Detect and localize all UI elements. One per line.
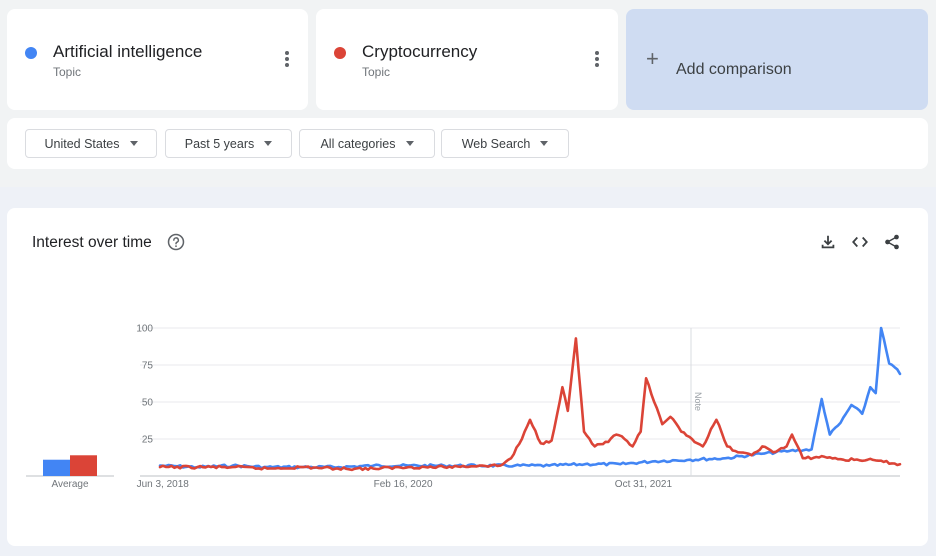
note-annotation[interactable]: Note: [693, 392, 703, 411]
term-name: Artificial intelligence: [53, 42, 203, 61]
filter-time-range[interactable]: Past 5 years: [165, 129, 292, 158]
filter-search-type[interactable]: Web Search: [441, 129, 569, 158]
filter-region-label: United States: [44, 136, 120, 151]
y-axis-labels: 100 75 50 25: [136, 324, 153, 446]
filter-bar: United States Past 5 years All categorie…: [7, 118, 928, 169]
y-tick-label: 50: [142, 398, 154, 409]
x-tick-label: Oct 31, 2021: [615, 479, 673, 490]
series-line-cryptocurrency[interactable]: [158, 337, 902, 472]
y-tick-label: 75: [142, 361, 154, 372]
filter-search-type-label: Web Search: [461, 136, 531, 151]
embed-icon[interactable]: [851, 233, 869, 251]
add-comparison-label: Add comparison: [676, 61, 792, 78]
filter-region[interactable]: United States: [25, 129, 157, 158]
caret-down-icon: [540, 141, 549, 146]
average-bar: [43, 459, 70, 476]
share-icon[interactable]: [883, 233, 901, 251]
term-color-dot: [25, 47, 37, 59]
caret-down-icon: [405, 141, 414, 146]
y-tick-label: 25: [142, 435, 154, 446]
chart-title: Interest over time: [32, 234, 152, 251]
help-icon[interactable]: [167, 233, 185, 251]
average-label: Average: [51, 479, 89, 490]
interest-over-time-card: Interest over time: [7, 208, 928, 546]
chart-grid: Note: [140, 327, 900, 477]
download-icon[interactable]: [819, 233, 837, 251]
caret-down-icon: [129, 141, 138, 146]
plus-icon: +: [646, 46, 659, 71]
chart-series: [158, 326, 902, 472]
term-card-artificial-intelligence[interactable]: Artificial intelligence Topic: [7, 9, 308, 110]
x-tick-label: Jun 3, 2018: [137, 479, 190, 490]
more-vert-icon[interactable]: [280, 51, 294, 71]
average-bar: [70, 455, 97, 476]
average-bars: Average: [26, 455, 114, 490]
filter-category-label: All categories: [320, 136, 396, 151]
filter-time-range-label: Past 5 years: [184, 136, 255, 151]
term-type: Topic: [362, 65, 391, 79]
term-color-dot: [334, 47, 346, 59]
y-tick-label: 100: [136, 324, 153, 335]
filter-category[interactable]: All categories: [299, 129, 435, 158]
term-type: Topic: [53, 65, 82, 79]
x-tick-label: Feb 16, 2020: [374, 479, 433, 490]
term-card-cryptocurrency[interactable]: Cryptocurrency Topic: [316, 9, 618, 110]
term-name: Cryptocurrency: [362, 42, 478, 61]
add-comparison-button[interactable]: + Add comparison: [626, 9, 928, 110]
more-vert-icon[interactable]: [590, 51, 604, 71]
x-axis-labels: Jun 3, 2018 Feb 16, 2020 Oct 31, 2021: [137, 479, 673, 490]
caret-down-icon: [264, 141, 273, 146]
series-line-artificial-intelligence[interactable]: [158, 326, 902, 470]
